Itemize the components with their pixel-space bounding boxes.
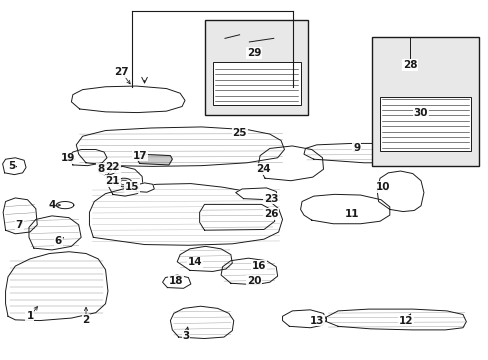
Polygon shape [282, 310, 326, 328]
Polygon shape [137, 154, 172, 165]
Text: 13: 13 [309, 316, 323, 325]
Polygon shape [76, 127, 284, 166]
Text: 6: 6 [55, 236, 61, 246]
Text: 14: 14 [187, 257, 202, 267]
Text: 18: 18 [169, 276, 183, 286]
Text: 15: 15 [125, 182, 139, 192]
Polygon shape [304, 143, 448, 163]
Text: 24: 24 [255, 164, 270, 174]
Text: 8: 8 [97, 164, 104, 174]
Polygon shape [3, 198, 37, 234]
Polygon shape [71, 86, 184, 113]
Text: 4: 4 [48, 200, 56, 210]
Polygon shape [235, 188, 277, 200]
Polygon shape [89, 184, 282, 245]
Polygon shape [177, 246, 232, 271]
Polygon shape [170, 306, 233, 338]
Text: 17: 17 [132, 150, 147, 161]
Text: 28: 28 [402, 60, 417, 70]
Polygon shape [2, 158, 26, 175]
Text: 20: 20 [246, 276, 261, 286]
Text: 22: 22 [105, 162, 120, 172]
Text: 28: 28 [402, 60, 417, 70]
Text: 5: 5 [8, 161, 15, 171]
Text: 21: 21 [105, 176, 120, 186]
Text: 19: 19 [61, 153, 75, 163]
Polygon shape [326, 309, 466, 330]
Polygon shape [258, 146, 323, 181]
Bar [379, 97, 470, 151]
Polygon shape [5, 252, 108, 320]
Text: 12: 12 [398, 316, 413, 325]
Polygon shape [29, 216, 81, 250]
Polygon shape [136, 183, 154, 192]
Text: 26: 26 [264, 209, 278, 219]
Text: 27: 27 [114, 67, 129, 77]
Bar [205, 21, 307, 116]
Text: 9: 9 [352, 143, 360, 153]
Bar [212, 62, 300, 105]
Text: 25: 25 [232, 128, 246, 138]
Text: 7: 7 [16, 220, 23, 230]
Text: 3: 3 [182, 331, 189, 341]
Text: 11: 11 [344, 209, 358, 219]
Text: 30: 30 [413, 108, 427, 118]
Polygon shape [300, 194, 389, 224]
Text: 2: 2 [82, 315, 89, 325]
Text: 23: 23 [264, 194, 278, 204]
Text: 16: 16 [251, 261, 266, 271]
Polygon shape [69, 149, 107, 166]
Bar [371, 37, 478, 166]
Polygon shape [199, 204, 274, 230]
Polygon shape [376, 171, 423, 212]
Polygon shape [162, 275, 190, 288]
Text: 29: 29 [246, 48, 261, 58]
Polygon shape [221, 258, 277, 285]
Polygon shape [107, 166, 143, 196]
Text: 10: 10 [375, 182, 390, 192]
Text: 1: 1 [26, 311, 34, 321]
